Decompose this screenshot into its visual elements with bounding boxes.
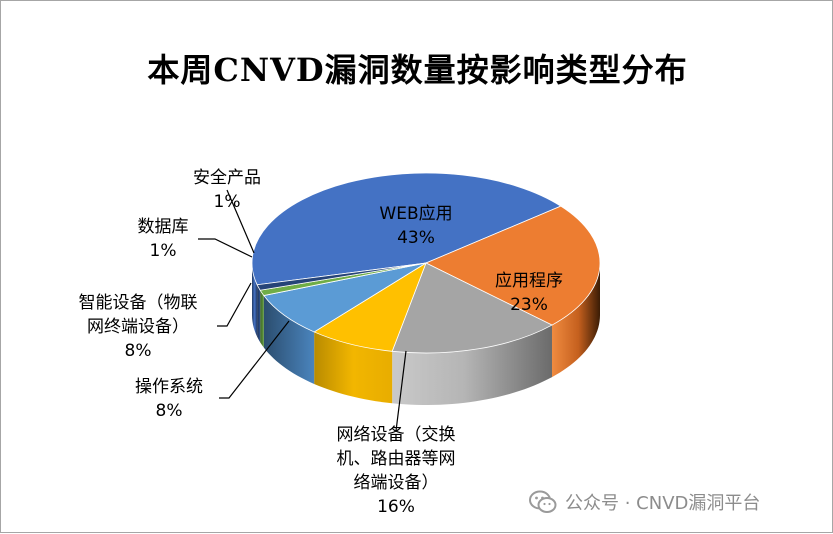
pie-side-iot xyxy=(263,295,315,384)
pie-side-app xyxy=(552,263,600,378)
watermark: 公众号 · CNVD漏洞平台 xyxy=(529,488,819,516)
label-net: 网络设备（交换 机、路由器等网 络端设备） 16% xyxy=(336,425,456,517)
label-app: 应用程序 23% xyxy=(495,271,563,315)
pie-slice-sec xyxy=(256,262,427,291)
pie-side-db xyxy=(260,290,264,348)
wechat-icon xyxy=(529,490,557,513)
pie-slice-app xyxy=(425,205,601,326)
leader-line-sec xyxy=(226,189,255,254)
pie-side-net xyxy=(392,325,553,405)
watermark-text: 公众号 · CNVD漏洞平台 xyxy=(565,493,761,514)
pie-sides xyxy=(252,263,600,405)
leader-line-db xyxy=(198,238,253,258)
pie-side-web xyxy=(252,263,258,337)
pie-side-sec xyxy=(257,284,261,343)
pie-side-os xyxy=(314,331,393,404)
label-os: 操作系统 8% xyxy=(135,377,203,421)
leader-line-net xyxy=(395,350,407,432)
label-web: WEB应用 43% xyxy=(379,204,453,248)
pie-slice-net xyxy=(391,262,553,354)
leader-lines xyxy=(198,189,407,432)
pie-tops xyxy=(251,172,601,354)
leader-line-iot xyxy=(217,282,252,327)
label-db: 数据库 1% xyxy=(137,217,189,261)
label-iot: 智能设备（物联 网终端设备） 8% xyxy=(78,293,198,361)
chart-title: 本周CNVD漏洞数量按影响类型分布 xyxy=(147,51,688,89)
leader-line-os xyxy=(219,320,290,399)
label-sec: 安全产品 1% xyxy=(193,168,261,212)
